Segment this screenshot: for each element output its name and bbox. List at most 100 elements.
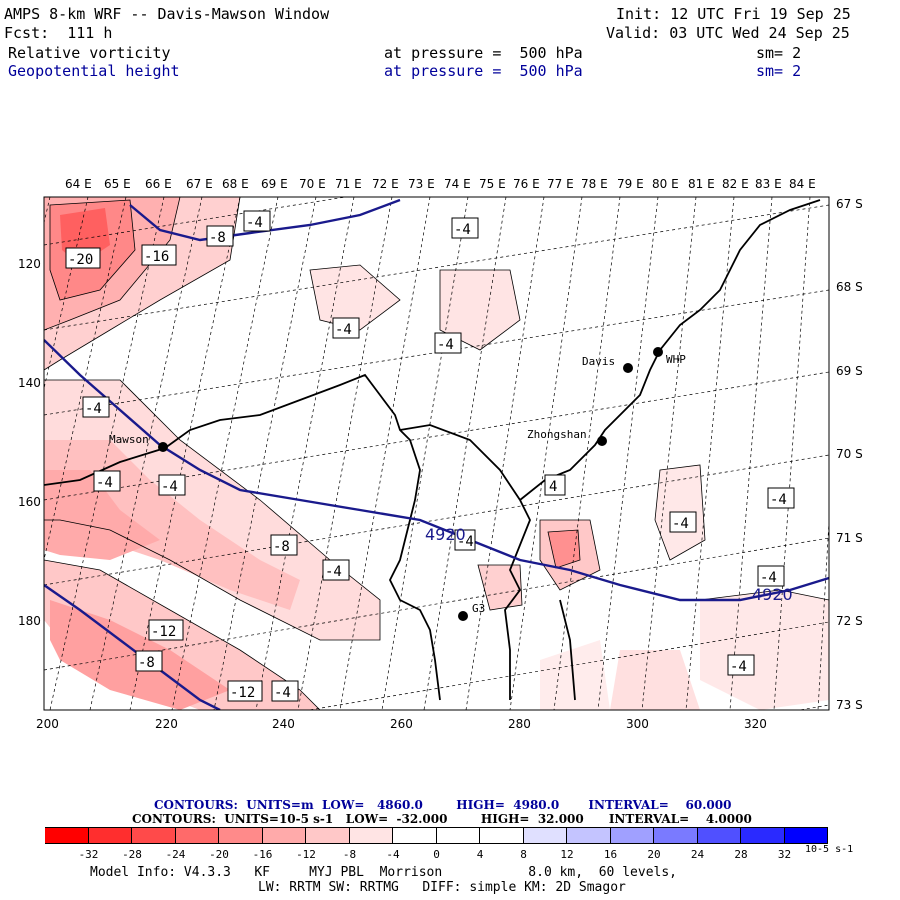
colorbar-tick: 16 <box>603 848 618 861</box>
field1-name: Relative vorticity <box>8 44 171 62</box>
contour-label: -4 <box>454 222 471 238</box>
lon-label: 77 E <box>547 177 574 191</box>
lat-label: 68 S <box>836 280 863 294</box>
colorbar-segment <box>523 827 567 844</box>
x-tick-label: 320 <box>744 717 767 731</box>
height-label: 4920 <box>752 585 793 604</box>
forecast-hour: Fcst: 111 h <box>4 24 113 42</box>
x-tick-label: 280 <box>508 717 531 731</box>
mawson-marker <box>158 442 168 452</box>
contour-label: -4 <box>161 479 178 495</box>
lat-label: 73 S <box>836 698 863 712</box>
lat-label: 72 S <box>836 614 863 628</box>
model-info: Model Info: V4.3.3 KF MYJ PBL Morrison 8… <box>90 865 677 880</box>
lat-lon-grid <box>44 197 829 710</box>
colorbar-tick: -8 <box>342 848 357 861</box>
contour-label: -4 <box>246 215 263 231</box>
lat-labels: 67 S 68 S 69 S 70 S 71 S 72 S 73 S <box>836 197 863 712</box>
colorbar-segment <box>132 827 176 844</box>
contour-label: -12 <box>151 624 176 640</box>
colorbar-segment <box>697 827 741 844</box>
contour-labels: -20 -16 -8 -4 -4 -4 -4 -4 -4 -4 4 -8 -4 … <box>65 210 795 702</box>
colorbar-segment <box>567 827 611 844</box>
colorbar-segment <box>393 827 437 844</box>
colorbar-tick: -12 <box>296 848 316 861</box>
contour-label: -16 <box>144 249 169 265</box>
contour-label: -8 <box>273 539 290 555</box>
colorbar-segment <box>45 827 89 844</box>
y-tick-label: 120 <box>18 257 41 271</box>
colorbar-segment <box>610 827 654 844</box>
station-markers <box>158 347 663 621</box>
lon-label: 71 E <box>335 177 362 191</box>
lon-label: 80 E <box>652 177 679 191</box>
lon-label: 70 E <box>299 177 326 191</box>
colorbar-segment <box>480 827 524 844</box>
colorbar-tick: 0 <box>433 848 440 861</box>
contour-label: -4 <box>85 401 102 417</box>
contour-label: 4 <box>549 479 557 495</box>
lon-label: 74 E <box>444 177 471 191</box>
field2-level: at pressure = 500 hPa <box>384 62 583 80</box>
lat-label: 70 S <box>836 447 863 461</box>
lon-label: 66 E <box>145 177 172 191</box>
y-tick-label: 140 <box>18 376 41 390</box>
colorbar-segment <box>741 827 785 844</box>
colorbar-segment <box>262 827 306 844</box>
lon-label: 64 E <box>65 177 92 191</box>
height-label: 4920 <box>425 525 466 544</box>
station-label: G3 <box>472 602 485 615</box>
physics-info: LW: RRTM SW: RRTMG DIFF: simple KM: 2D S… <box>258 880 626 895</box>
lon-label: 72 E <box>372 177 399 191</box>
title-text: AMPS 8-km WRF -- Davis-Mawson Window <box>4 5 330 23</box>
x-tick-label: 300 <box>626 717 649 731</box>
colorbar-tick: -32 <box>78 848 99 861</box>
contour-label: -8 <box>209 230 226 246</box>
field1-level: at pressure = 500 hPa <box>384 44 583 62</box>
contour-label: -4 <box>672 516 689 532</box>
colorbar-tick: 12 <box>560 848 574 861</box>
lon-label: 78 E <box>581 177 608 191</box>
vorticity-contour-info: CONTOURS: UNITS=10-5 s-1 LOW= -32.000 HI… <box>132 812 752 826</box>
colorbar-tick: -24 <box>165 848 186 861</box>
lat-label: 71 S <box>836 531 863 545</box>
colorbar-segment <box>654 827 698 844</box>
contour-label: -20 <box>68 252 93 268</box>
contour-label: -4 <box>760 570 777 586</box>
colorbar-segment <box>784 827 828 844</box>
height-labels: 4920 4920 <box>425 525 793 604</box>
plot-frame <box>43 196 830 711</box>
colorbar-segment <box>349 827 393 844</box>
y-tick-labels: 120 140 160 180 <box>18 257 41 628</box>
station-label: Zhongshan <box>527 428 587 441</box>
colorbar-segment <box>219 827 263 844</box>
colorbar-tick: 20 <box>647 848 661 861</box>
colorbar-tick: -20 <box>209 848 229 861</box>
lon-label: 75 E <box>479 177 506 191</box>
field2-name: Geopotential height <box>8 62 180 80</box>
colorbar-segment <box>306 827 350 844</box>
x-tick-label: 260 <box>390 717 413 731</box>
x-tick-labels: 200 220 240 260 280 300 320 <box>36 717 767 731</box>
contour-label: -4 <box>437 337 454 353</box>
station-labels: Davis WHP Mawson Zhongshan G3 <box>109 353 686 615</box>
x-tick-label: 200 <box>36 717 59 731</box>
colorbar-tick: 8 <box>520 848 527 861</box>
contour-label: -8 <box>138 655 155 671</box>
x-tick-label: 240 <box>272 717 295 731</box>
zhongshan-marker <box>597 436 607 446</box>
lon-labels: 64 E 65 E 66 E 67 E 68 E 69 E 70 E 71 E … <box>65 177 816 191</box>
colorbar-tick: -4 <box>386 848 400 861</box>
contour-label: -4 <box>274 685 291 701</box>
colorbar-tick: 32 <box>777 848 792 861</box>
y-tick-label: 180 <box>18 614 41 628</box>
lon-label: 65 E <box>104 177 131 191</box>
contour-label: -12 <box>230 685 255 701</box>
colorbar-unit: 10-5 s-1 <box>805 844 854 855</box>
contour-label: -4 <box>96 475 113 491</box>
station-label: WHP <box>666 353 686 366</box>
lon-label: 76 E <box>513 177 540 191</box>
colorbar-tick: 28 <box>734 848 748 861</box>
colorbar-tick: -16 <box>252 848 273 861</box>
